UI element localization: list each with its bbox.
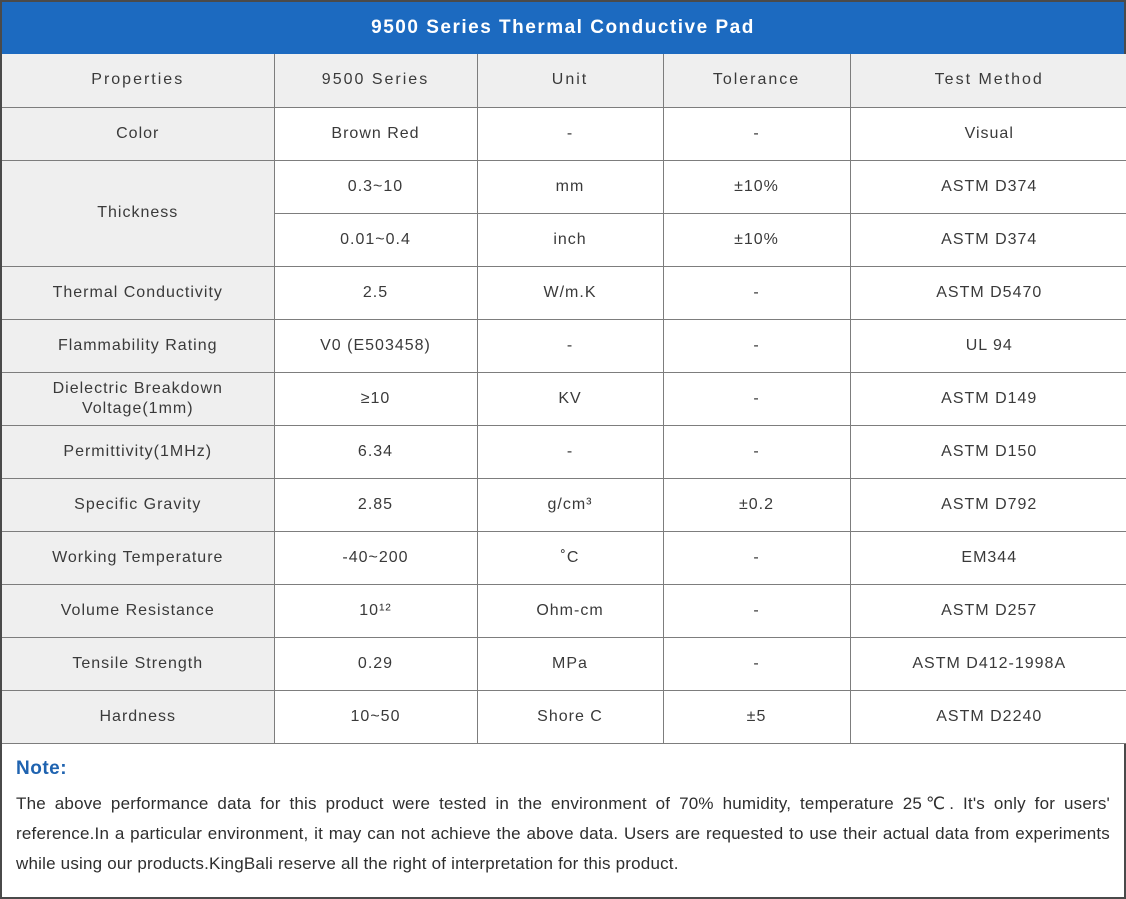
tolerance-cell: - — [662, 371, 851, 426]
value-cell: ≥10 — [273, 371, 478, 426]
unit-cell: - — [476, 318, 664, 373]
unit-cell: KV — [476, 371, 664, 426]
value-cell: 2.5 — [273, 265, 478, 320]
value-cell: 10~50 — [273, 689, 478, 744]
value-cell: 0.3~10 — [273, 159, 478, 214]
tolerance-cell: - — [662, 106, 851, 161]
unit-cell: g/cm³ — [476, 477, 664, 532]
property-cell: Specific Gravity — [2, 477, 275, 532]
unit-cell: - — [476, 106, 664, 161]
properties-table: Properties 9500 Series Unit Tolerance Te… — [2, 54, 1126, 744]
table-row: Specific Gravity 2.85 g/cm³ ±0.2 ASTM D7… — [2, 477, 1126, 532]
table-row: Color Brown Red - - Visual — [2, 106, 1126, 161]
unit-cell: Ohm-cm — [476, 583, 664, 638]
unit-cell: - — [476, 424, 664, 479]
tolerance-cell: - — [662, 265, 851, 320]
header-row: Properties 9500 Series Unit Tolerance Te… — [2, 54, 1126, 108]
method-cell: ASTM D2240 — [849, 689, 1126, 744]
column-header-test-method: Test Method — [849, 54, 1126, 108]
table-row: Hardness 10~50 Shore C ±5 ASTM D2240 — [2, 689, 1126, 744]
table-row: Thermal Conductivity 2.5 W/m.K - ASTM D5… — [2, 265, 1126, 320]
method-cell: UL 94 — [849, 318, 1126, 373]
property-cell: Color — [2, 106, 275, 161]
tolerance-cell: - — [662, 318, 851, 373]
method-cell: ASTM D5470 — [849, 265, 1126, 320]
table-row: Tensile Strength 0.29 MPa - ASTM D412-19… — [2, 636, 1126, 691]
column-header-unit: Unit — [476, 54, 664, 108]
unit-cell: mm — [476, 159, 664, 214]
value-cell: V0 (E503458) — [273, 318, 478, 373]
method-cell: ASTM D149 — [849, 371, 1126, 426]
value-cell: 6.34 — [273, 424, 478, 479]
value-cell: 10¹² — [273, 583, 478, 638]
tolerance-cell: - — [662, 530, 851, 585]
note-section: Note: The above performance data for thi… — [2, 743, 1124, 897]
tolerance-cell: - — [662, 583, 851, 638]
page-title: 9500 Series Thermal Conductive Pad — [371, 17, 755, 38]
property-cell: Flammability Rating — [2, 318, 275, 373]
table-row: Permittivity(1MHz) 6.34 - - ASTM D150 — [2, 424, 1126, 479]
method-cell: ASTM D150 — [849, 424, 1126, 479]
property-cell: Volume Resistance — [2, 583, 275, 638]
column-header-series: 9500 Series — [273, 54, 478, 108]
table-row: Volume Resistance 10¹² Ohm-cm - ASTM D25… — [2, 583, 1126, 638]
unit-cell: inch — [476, 212, 664, 267]
column-header-properties: Properties — [2, 54, 275, 108]
table-row: Dielectric Breakdown Voltage(1mm) ≥10 KV… — [2, 371, 1126, 426]
tolerance-cell: ±10% — [662, 159, 851, 214]
property-cell: Permittivity(1MHz) — [2, 424, 275, 479]
tolerance-cell: - — [662, 424, 851, 479]
value-cell: Brown Red — [273, 106, 478, 161]
unit-cell: ˚C — [476, 530, 664, 585]
method-cell: EM344 — [849, 530, 1126, 585]
tolerance-cell: ±0.2 — [662, 477, 851, 532]
tolerance-cell: - — [662, 636, 851, 691]
method-cell: ASTM D257 — [849, 583, 1126, 638]
method-cell: ASTM D792 — [849, 477, 1126, 532]
tolerance-cell: ±10% — [662, 212, 851, 267]
note-text: The above performance data for this prod… — [16, 793, 1110, 873]
property-cell: Hardness — [2, 689, 275, 744]
title-bar: 9500 Series Thermal Conductive Pad — [2, 2, 1124, 54]
value-cell: -40~200 — [273, 530, 478, 585]
property-cell: Working Temperature — [2, 530, 275, 585]
table-row: Thickness 0.3~10 mm ±10% ASTM D374 — [2, 159, 1126, 267]
property-cell: Dielectric Breakdown Voltage(1mm) — [2, 371, 275, 426]
property-cell: Tensile Strength — [2, 636, 275, 691]
tolerance-cell: ±5 — [662, 689, 851, 744]
method-cell: ASTM D412-1998A — [849, 636, 1126, 691]
column-header-tolerance: Tolerance — [662, 54, 851, 108]
property-cell: Thickness — [2, 159, 275, 267]
unit-cell: MPa — [476, 636, 664, 691]
method-cell: ASTM D374 — [849, 212, 1126, 267]
table-row: Working Temperature -40~200 ˚C - EM344 — [2, 530, 1126, 585]
value-cell: 0.29 — [273, 636, 478, 691]
method-cell: Visual — [849, 106, 1126, 161]
unit-cell: W/m.K — [476, 265, 664, 320]
table-row: Flammability Rating V0 (E503458) - - UL … — [2, 318, 1126, 373]
unit-cell: Shore C — [476, 689, 664, 744]
value-cell: 2.85 — [273, 477, 478, 532]
method-cell: ASTM D374 — [849, 159, 1126, 214]
note-label: Note: — [16, 757, 68, 779]
value-cell: 0.01~0.4 — [274, 212, 478, 267]
property-cell: Thermal Conductivity — [2, 265, 275, 320]
